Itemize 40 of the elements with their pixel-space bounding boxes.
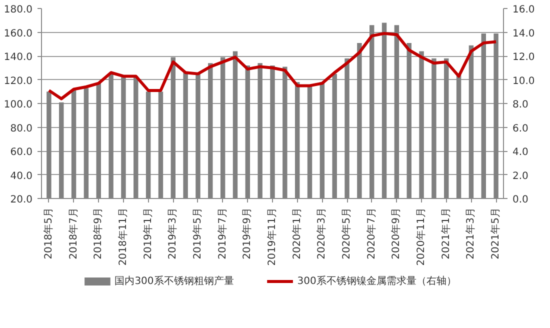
y2-tick-label: 16.0	[512, 4, 535, 16]
y-tick-label: 40.0	[10, 170, 32, 182]
y2-tick-label: 10.0	[512, 76, 535, 87]
y-tick-label: 180.0	[4, 4, 33, 16]
x-tick-label: 2021年3月	[464, 208, 477, 260]
line-series	[47, 32, 498, 100]
y2-tick-label: 12.0	[512, 52, 535, 63]
y2-tick-label: 8.0	[512, 100, 528, 110]
y2-tick-label: 2.0	[512, 170, 528, 182]
x-tick-label: 2020年3月	[316, 208, 328, 260]
y-tick-label: 60.0	[10, 147, 32, 158]
y-tick-label: 120.0	[4, 76, 33, 87]
x-tick-label: 2019年11月	[266, 207, 278, 266]
x-tick-label: 2019年7月	[216, 208, 228, 260]
x-tick-label: 2020年1月	[290, 208, 303, 260]
legend-label: 300系不锈钢镍金属需求量（右轴）	[297, 275, 456, 287]
y2-tick-label: 14.0	[512, 28, 535, 40]
x-tick-label: 2019年3月	[166, 208, 179, 260]
y2-tick-label: 0.0	[512, 194, 528, 206]
y2-tick-label: 6.0	[512, 123, 528, 134]
x-tick-label: 2018年11月	[116, 207, 129, 266]
x-tick-label: 2019年9月	[241, 208, 254, 260]
y-tick-label: 140.0	[4, 52, 33, 63]
y-tick-label: 80.0	[10, 123, 32, 134]
x-tick-label: 2020年7月	[365, 208, 378, 260]
x-tick-label: 2018年7月	[67, 208, 80, 260]
y-tick-label: 20.0	[10, 194, 32, 206]
x-tick-label: 2020年5月	[340, 208, 353, 260]
x-tick-label: 2021年5月	[490, 208, 502, 260]
x-tick-label: 2019年1月	[142, 208, 154, 260]
y-tick-label: 160.0	[4, 28, 33, 40]
x-tick-label: 2020年9月	[390, 208, 402, 260]
x-tick-label: 2020年11月	[415, 207, 428, 266]
x-tick-label: 2018年5月	[42, 208, 54, 260]
legend-label: 国内300系不锈钢粗钢产量	[114, 275, 234, 287]
x-tick-label: 2021年1月	[440, 208, 452, 260]
x-tick-label: 2018年9月	[92, 208, 104, 260]
y-tick-label: 100.0	[4, 100, 33, 110]
x-tick-label: 2019年5月	[191, 208, 204, 260]
y2-tick-label: 4.0	[512, 147, 528, 158]
